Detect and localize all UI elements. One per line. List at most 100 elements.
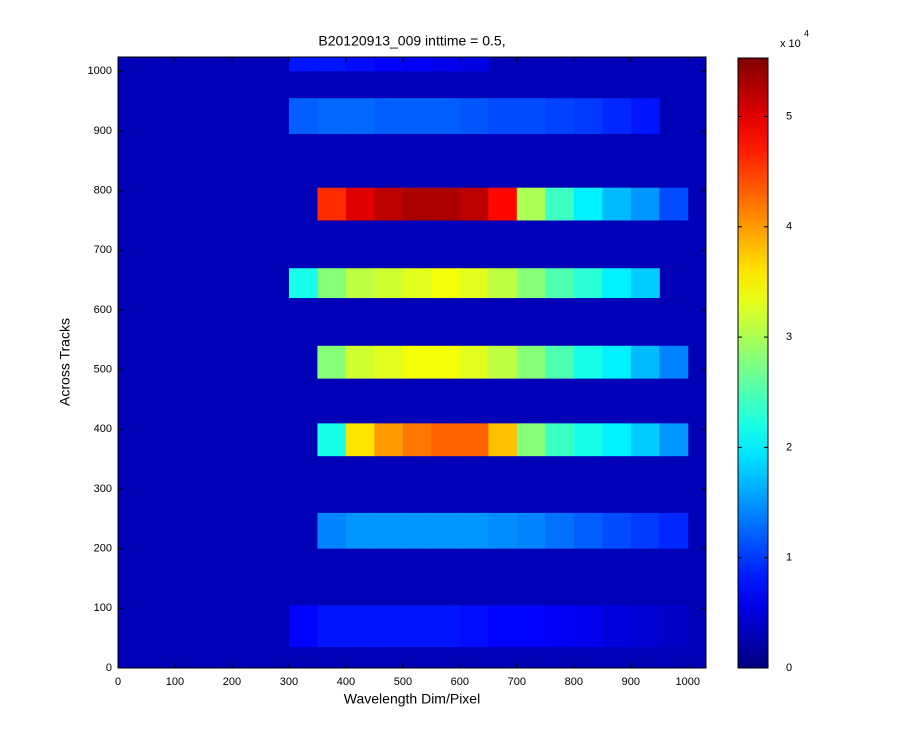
heatmap-cell [459,512,489,549]
heatmap-cell [431,98,461,134]
heatmap-cell [317,512,347,549]
y-tick-label: 900 [94,125,112,137]
heatmap-cell [431,423,461,457]
heatmap-cell [459,423,489,457]
heatmap-cell [459,605,489,648]
colorbar-tick-label: 5 [786,110,792,122]
heatmap-cell [630,423,660,457]
x-tick-label: 200 [223,676,241,688]
heatmap-cell [516,605,546,648]
colorbar-tick-label: 1 [786,552,792,564]
heatmap-cell [630,345,660,379]
y-tick-label: 0 [106,662,112,674]
x-tick-label: 0 [115,676,121,688]
heatmap-cell [317,187,347,221]
heatmap-cell [516,98,546,134]
heatmap-cell [402,98,432,134]
heatmap-cell [431,345,461,379]
heatmap-cell [345,423,375,457]
heatmap-cell [288,605,318,648]
x-tick-label: 1000 [676,676,700,688]
x-tick-label: 700 [508,676,526,688]
heatmap-cell [431,268,461,299]
heatmap-cell [402,57,432,72]
heatmap-cell [288,57,318,72]
heatmap-cell [459,57,489,72]
x-tick-label: 300 [280,676,298,688]
heatmap-cell [431,187,461,221]
heatmap-cell [545,187,575,221]
heatmap-cell [345,98,375,134]
heatmap-cell [459,187,489,221]
heatmap-cell [345,57,375,72]
heatmap-cell [374,345,404,379]
heatmap-cell [402,268,432,299]
heatmap-cell [374,187,404,221]
colorbar [737,57,769,669]
x-axis-label: Wavelength Dim/Pixel [344,691,480,707]
heatmap-cell [659,605,689,648]
heatmap-cell [659,423,689,457]
y-tick-label: 700 [94,244,112,256]
heatmap-cell [516,268,546,299]
heatmap-cell [630,512,660,549]
heatmap-cell [402,187,432,221]
heatmap-cell [573,187,603,221]
heatmap-cell [659,187,689,221]
heatmap-cell [459,345,489,379]
heatmap-cell [573,512,603,549]
heatmap-cell [516,187,546,221]
heatmap-cell [545,512,575,549]
heatmap-cell [402,345,432,379]
y-tick-label: 300 [94,483,112,495]
heatmap-cell [488,512,518,549]
heatmap-cell [630,605,660,648]
y-tick-label: 800 [94,185,112,197]
heatmap-cell [345,268,375,299]
heatmap-cell [374,423,404,457]
heatmap-cell [545,98,575,134]
heatmap-cell [317,57,347,72]
colorbar-multiplier: x 10 [780,38,801,50]
heatmap-cell [431,57,461,72]
heatmap-cell [602,423,632,457]
x-tick-label: 500 [394,676,412,688]
heatmap-cell [516,345,546,379]
heatmap-cell [402,423,432,457]
y-axis-label: Across Tracks [57,318,73,406]
colorbar-tick-label: 0 [786,662,792,674]
x-tick-label: 600 [451,676,469,688]
heatmap-cell [573,605,603,648]
heatmap-cell [317,98,347,134]
heatmap-cell [488,605,518,648]
heatmap-cell [345,605,375,648]
heatmap-cell [573,345,603,379]
heatmap-cell [602,345,632,379]
heatmap-cell [317,423,347,457]
colorbar-tick-label: 4 [786,221,792,233]
heatmap-cell [402,605,432,648]
y-tick-label: 100 [94,602,112,614]
heatmap-cell [345,187,375,221]
heatmap-cell [459,268,489,299]
heatmap-cell [431,512,461,549]
heatmap-cell [630,187,660,221]
heatmap-cell [516,512,546,549]
heatmap-cell [488,423,518,457]
x-tick-label: 400 [337,676,355,688]
colorbar-tick-label: 2 [786,441,792,453]
heatmap-cell [374,605,404,648]
heatmap-cell [488,268,518,299]
heatmap-cell [431,605,461,648]
heatmap-cell [545,423,575,457]
heatmap-cell [545,605,575,648]
colorbar-tick-label: 3 [786,331,792,343]
heatmap-cell [402,512,432,549]
heatmap-cell [459,98,489,134]
heatmap-cell [602,98,632,134]
heatmap-cell [573,423,603,457]
heatmap-cell [374,512,404,549]
plot-frame [117,56,707,669]
heatmap-cell [573,98,603,134]
